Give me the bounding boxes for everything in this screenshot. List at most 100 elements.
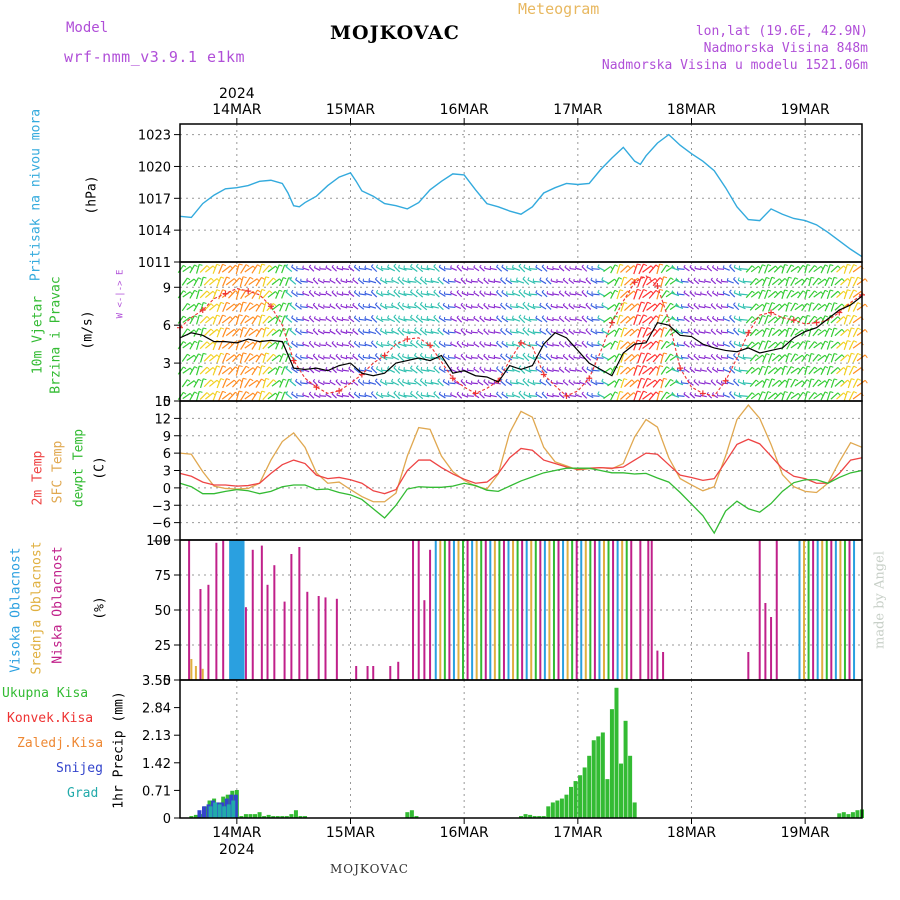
wind-barb [285,291,293,298]
wind-barb-flag [433,365,436,369]
wind-barb [794,354,803,362]
wind-barb [352,355,359,361]
high-cloud-bar [237,540,242,680]
rain-bar [559,798,564,818]
wind-barb-flag [710,379,713,382]
wind-barb [448,356,456,359]
wind-barb-flag [353,290,357,293]
wind-barb [535,317,543,323]
wind-barb-flag [438,264,441,268]
wind-barb-flag [302,392,304,396]
wind-barb [419,329,428,336]
wind-barb [601,330,610,335]
wind-barb-flag [336,265,338,269]
wind-barb [473,342,480,348]
wind-barb-flag [238,263,243,266]
wind-barb [529,293,538,296]
wind-barb-flag [308,264,312,268]
wind-barb-flag [710,328,713,331]
wind-barb [801,303,808,312]
wind-barb [397,379,405,387]
wind-barb [419,380,428,387]
wind-barb [758,315,763,325]
wind-barb [750,392,759,400]
wind-barb-flag [687,328,690,331]
wind-barb [415,291,424,298]
wind-barb-flag [771,302,776,305]
wind-barb [848,391,855,401]
rain-bar [253,814,258,818]
wind-barb-flag [545,277,549,280]
wind-barb [460,355,467,361]
wind-barb-flag [329,379,332,382]
wind-barb-flag [456,290,459,293]
wind-barb [473,317,480,323]
wind-barb [616,314,621,325]
wind-barb [348,342,355,348]
wind-barb [710,279,717,285]
wind-barb-flag [329,328,332,332]
wind-barb [693,279,700,285]
wind-barb-flag [546,392,549,396]
wind-barb-flag [847,314,851,317]
wind-barb-flag [579,329,581,332]
wind-barb-flag [210,328,214,332]
wind-barb [762,277,767,287]
wind-barb-flag [398,264,400,268]
wind-barb-flag [438,391,441,395]
wind-barb [568,380,575,386]
wind-barb [461,343,469,347]
wind-barb [255,353,263,363]
wind-barb-flag [368,379,371,383]
wind-barb [199,378,204,389]
wind-barb [614,277,620,287]
wind-barb [762,302,767,312]
wind-barb [199,276,204,287]
altitude-label: Nadmorska Visina 848m [703,41,868,56]
wind-barb [403,293,413,296]
wind-barb [381,268,390,270]
wind-barb [426,267,435,271]
wind-barb-flag [283,277,287,280]
wind-barb-flag [564,366,567,370]
wind-barb-flag [766,276,770,280]
wind-barb [348,393,355,399]
wind-gust-marker [404,336,411,343]
wind-barb-flag [824,391,829,394]
wind-barb [218,264,224,274]
wind-barb-flag [610,291,613,295]
wind-barb-flag [505,353,508,357]
wind-barb-flag [302,265,304,269]
wind-barb-flag [841,303,845,307]
wind-barb-flag [780,392,784,396]
wind-barb [797,264,804,274]
low-cloud-bar [273,565,276,680]
wind-barb [840,354,849,362]
wind-barb [590,304,598,310]
wind-barb [603,265,612,273]
cloud-block-bar [530,540,533,680]
wind-barb-flag [522,301,526,305]
wind-barb-flag [370,289,374,293]
footer-station: MOJKOVAC [330,862,409,876]
wind-barb [681,306,689,309]
wind-barb-flag [762,278,765,282]
wind-barb [262,327,267,338]
wind-barb [522,379,530,387]
cloud-block-bar [507,540,510,680]
wind-barb [385,382,394,385]
wind-barb-flag [780,290,784,294]
wind-barb-flag [755,379,759,383]
wind-barb-flag [206,392,210,396]
rain-bar [619,763,624,818]
wind-barb [808,315,816,324]
wind-barb-flag [788,352,792,355]
wind-barb-flag [245,314,250,318]
wind-barb [244,276,251,287]
rain-bar [569,786,574,818]
wind-barb-flag [733,353,736,356]
wind-barb [262,315,270,324]
wind-barb-flag [558,391,561,395]
wind-barb [790,378,796,388]
wind-barb [625,392,635,400]
